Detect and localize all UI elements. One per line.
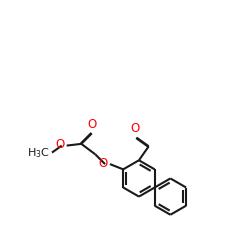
Text: O: O xyxy=(131,122,140,135)
Text: H$_3$C: H$_3$C xyxy=(27,146,50,160)
Text: O: O xyxy=(56,138,65,151)
Text: O: O xyxy=(98,157,108,170)
Text: O: O xyxy=(88,118,97,131)
